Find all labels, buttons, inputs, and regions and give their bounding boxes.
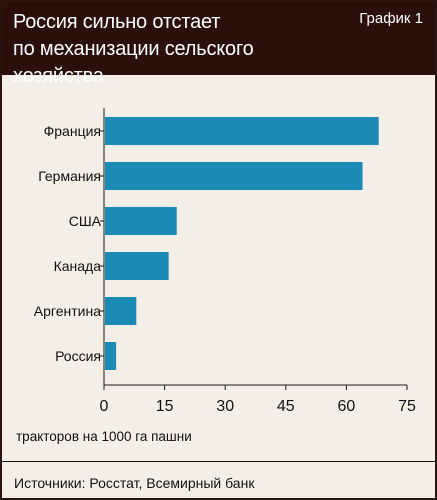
category-label: Франция [44, 123, 101, 139]
header-bar: Россия сильно отстает по механизации сел… [2, 2, 435, 87]
bar [105, 117, 379, 145]
x-tick-label: 45 [277, 398, 295, 415]
category-label: Канада [54, 258, 102, 274]
x-tick-label: 0 [100, 398, 109, 415]
chart-title-line1: Россия сильно отстает [13, 11, 221, 33]
category-label: США [69, 213, 102, 229]
category-label: Аргентина [34, 303, 101, 319]
bar [105, 342, 117, 370]
bar [105, 207, 177, 235]
x-tick-label: 15 [156, 398, 174, 415]
x-tick-label: 30 [216, 398, 234, 415]
category-label: Россия [55, 348, 101, 364]
chart-badge: График 1 [359, 10, 423, 27]
bar [105, 252, 169, 280]
bar [105, 297, 137, 325]
chart-title: Россия сильно отстает по механизации сел… [13, 9, 343, 90]
unit-note: тракторов на 1000 га пашни [16, 429, 192, 444]
source-note: Источники: Росстат, Всемирный банк [14, 475, 255, 491]
x-tick-label: 75 [398, 398, 416, 415]
x-tick-label: 60 [338, 398, 356, 415]
category-label: Германия [38, 168, 101, 184]
chart-title-line2: по механизации сельского хозяйства [13, 38, 254, 87]
footer-divider [2, 461, 435, 462]
bar [105, 162, 363, 190]
